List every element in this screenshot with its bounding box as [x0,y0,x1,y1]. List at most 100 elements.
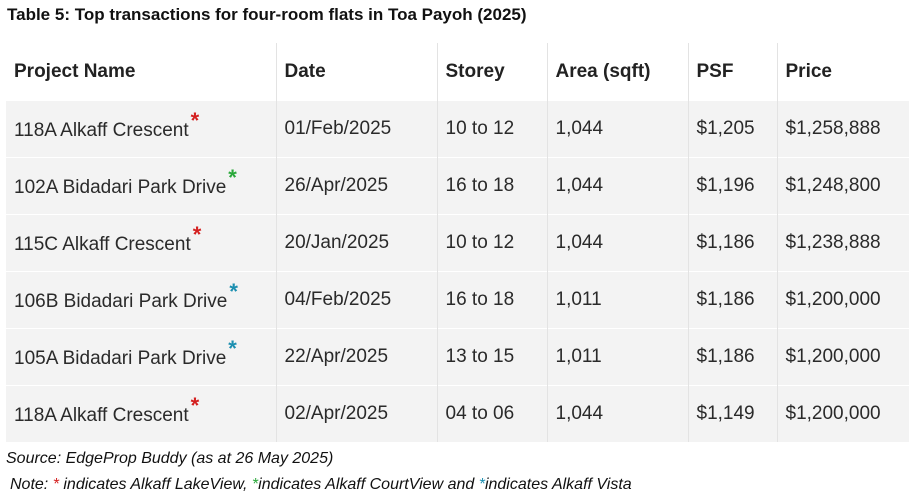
note-green-text: indicates Alkaff CourtView and [258,476,479,493]
transactions-table: Project Name Date Storey Area (sqft) PSF… [6,43,909,442]
table-row: 118A Alkaff Crescent* 02/Apr/2025 04 to 06… [6,385,909,442]
teal-marker: * [478,476,485,493]
cell-price-text: $1,238,888 [785,232,881,253]
cell-psf: $1,149 [688,385,778,442]
cell-price-text: $1,248,800 [785,175,881,196]
cell-storey: 16 to 18 [437,271,548,329]
cell-storey: 13 to 15 [437,328,548,386]
cell-psf: $1,186 [688,328,778,386]
cell-storey: 16 to 18 [437,157,548,215]
cell-date: 04/Feb/2025 [276,271,438,329]
cell-area: 1,044 [547,100,689,158]
cell-price: $1,200,000 [777,385,909,442]
column-header-price: Price [777,43,909,101]
cell-area-text: 1,044 [555,118,604,139]
table-title: Table 5: Top transactions for four-room … [7,5,527,24]
source-note: Source: EdgeProp Buddy (as at 26 May 202… [6,450,334,467]
note-teal-text: indicates Alkaff Vista [484,476,632,493]
cell-storey-text: 10 to 12 [445,232,515,253]
column-header-project-name: Project Name [6,43,277,101]
column-header-psf: PSF [688,43,778,101]
column-header-date: Date [276,43,438,101]
cell-date-text: 20/Jan/2025 [284,232,390,253]
column-header-storey: Storey [437,43,548,101]
table-row: 102A Bidadari Park Drive* 26/Apr/2025 16 t… [6,157,909,215]
cell-date-text: 02/Apr/2025 [284,403,389,424]
cell-date-text: 22/Apr/2025 [284,346,389,367]
cell-date: 20/Jan/2025 [276,214,438,272]
table-row: 118A Alkaff Crescent* 01/Feb/2025 10 to 12… [6,100,909,158]
cell-price: $1,238,888 [777,214,909,272]
cell-area: 1,011 [547,271,689,329]
cell-storey-text: 04 to 06 [445,403,515,424]
cell-area-text: 1,044 [555,175,604,196]
cell-area: 1,011 [547,328,689,386]
cell-price-text: $1,200,000 [785,403,881,424]
cell-price: $1,200,000 [777,271,909,329]
cell-psf: $1,186 [688,214,778,272]
cell-price: $1,258,888 [777,100,909,158]
cell-project-name-text: 105A Bidadari Park Drive [14,348,227,369]
table-header-row: Project Name Date Storey Area (sqft) PSF… [6,43,909,101]
cell-storey: 04 to 06 [437,385,548,442]
cell-psf-text: $1,186 [696,346,755,367]
cell-psf-text: $1,205 [696,118,755,139]
cell-project-name-text: 115C Alkaff Crescent [14,234,191,255]
cell-psf-text: $1,186 [696,232,755,253]
cell-area-text: 1,011 [555,289,602,310]
project-marker-asterisk: * [190,393,200,418]
cell-price-text: $1,200,000 [785,346,881,367]
cell-project-name-text: 118A Alkaff Crescent [14,405,189,426]
cell-project-name-text: 102A Bidadari Park Drive [14,177,227,198]
cell-project-name: 115C Alkaff Crescent* [6,214,277,272]
cell-storey-text: 16 to 18 [445,175,515,196]
cell-project-name: 118A Alkaff Crescent* [6,100,277,158]
cell-area-text: 1,011 [555,346,602,367]
cell-date: 01/Feb/2025 [276,100,438,158]
cell-date-text: 26/Apr/2025 [284,175,389,196]
cell-date: 02/Apr/2025 [276,385,438,442]
cell-storey-text: 10 to 12 [445,118,515,139]
cell-storey: 10 to 12 [437,100,548,158]
cell-project-name-text: 118A Alkaff Crescent [14,120,189,141]
red-marker: * [52,476,59,493]
cell-date: 26/Apr/2025 [276,157,438,215]
cell-project-name: 102A Bidadari Park Drive* [6,157,277,215]
cell-storey-text: 13 to 15 [445,346,515,367]
project-marker-asterisk: * [190,108,200,133]
cell-psf: $1,205 [688,100,778,158]
cell-storey-text: 16 to 18 [445,289,515,310]
table-row: 115C Alkaff Crescent* 20/Jan/2025 10 to 12… [6,214,909,272]
cell-price: $1,200,000 [777,328,909,386]
cell-storey: 10 to 12 [437,214,548,272]
cell-psf: $1,186 [688,271,778,329]
cell-date: 22/Apr/2025 [276,328,438,386]
cell-price-text: $1,200,000 [785,289,881,310]
cell-project-name-text: 106B Bidadari Park Drive [14,291,228,312]
note-red-text: indicates Alkaff LakeView, [58,476,252,493]
note-prefix: Note: [10,476,53,493]
cell-psf-text: $1,196 [696,175,755,196]
cell-date-text: 04/Feb/2025 [284,289,392,310]
table-row: 105A Bidadari Park Drive* 22/Apr/2025 13 t… [6,328,909,386]
project-marker-asterisk: * [228,336,237,361]
cell-area: 1,044 [547,214,689,272]
cell-project-name: 106B Bidadari Park Drive* [6,271,277,329]
cell-area: 1,044 [547,157,689,215]
cell-project-name: 118A Alkaff Crescent* [6,385,277,442]
cell-price-text: $1,258,888 [785,118,881,139]
project-marker-asterisk: * [229,279,238,304]
column-header-area: Area (sqft) [547,43,689,101]
table-row: 106B Bidadari Park Drive* 04/Feb/2025 16 t… [6,271,909,329]
cell-area: 1,044 [547,385,689,442]
cell-date-text: 01/Feb/2025 [284,118,392,139]
legend-note: Note: * indicates Alkaff LakeView, *indi… [10,476,632,494]
project-marker-asterisk: * [228,165,237,190]
cell-psf-text: $1,186 [696,289,755,310]
cell-project-name: 105A Bidadari Park Drive* [6,328,277,386]
green-marker: * [251,476,259,493]
project-marker-asterisk: * [192,222,202,247]
cell-psf: $1,196 [688,157,778,215]
cell-area-text: 1,044 [555,232,604,253]
cell-psf-text: $1,149 [696,403,755,424]
